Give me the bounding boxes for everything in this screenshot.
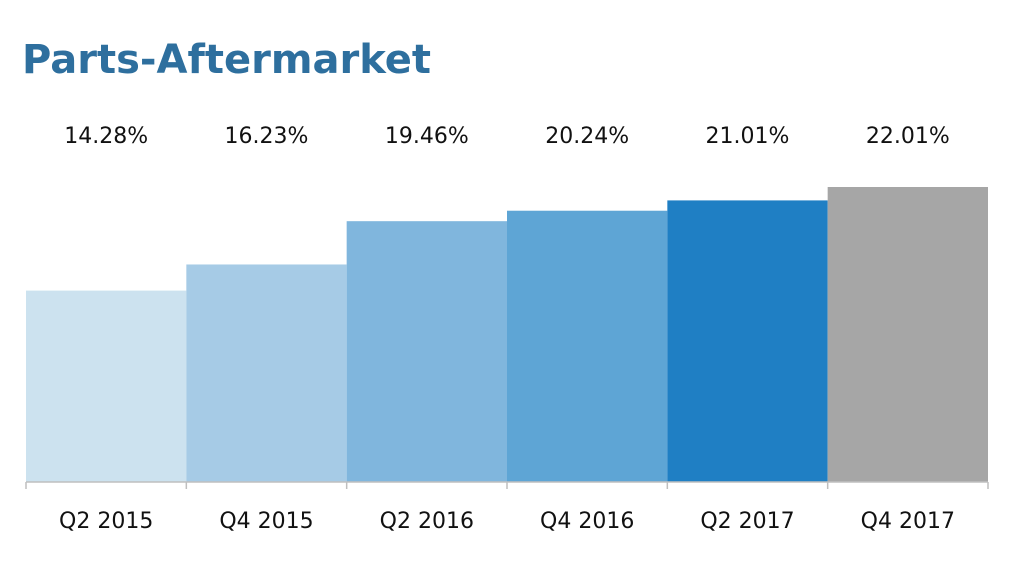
chart-title: Parts-Aftermarket	[22, 37, 431, 83]
bar	[186, 264, 347, 482]
x-tick-label: Q4 2015	[219, 509, 313, 534]
bar	[827, 187, 988, 482]
bar	[667, 200, 828, 482]
value-label: 16.23%	[225, 124, 309, 149]
bar	[507, 210, 668, 482]
x-tick-label: Q4 2016	[540, 509, 634, 534]
value-label: 21.01%	[706, 124, 790, 149]
bar	[346, 221, 507, 482]
x-tick-label: Q2 2017	[700, 509, 794, 534]
value-label: 22.01%	[866, 124, 950, 149]
value-label: 19.46%	[385, 124, 469, 149]
x-tick-label: Q2 2015	[59, 509, 153, 534]
value-label: 20.24%	[545, 124, 629, 149]
value-label: 14.28%	[64, 124, 148, 149]
bar	[26, 290, 187, 482]
x-tick-label: Q4 2017	[861, 509, 955, 534]
x-tick-label: Q2 2016	[380, 509, 474, 534]
